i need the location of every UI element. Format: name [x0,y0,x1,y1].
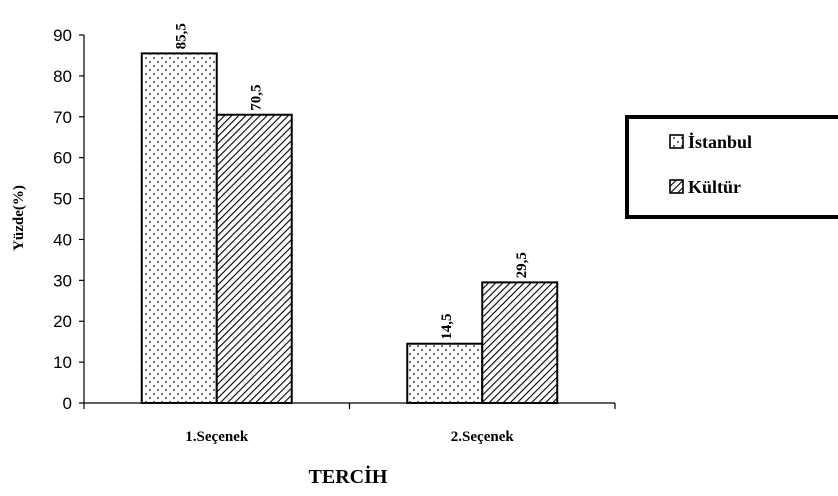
legend-box [625,115,838,219]
x-tick-label: 2.Seçenek [451,429,515,445]
legend: İstanbul Kültür [625,115,838,219]
y-tick-label: 40 [53,230,72,249]
legend-label-kultur: Kültür [688,177,741,197]
bar-i-stanbul-1-secenek [140,52,218,405]
y-tick-label: 0 [63,394,72,413]
y-tick-label: 70 [53,108,72,127]
y-tick-label: 80 [53,67,72,86]
legend-swatch-istanbul [669,134,684,149]
y-axis-title: Yüzde(%) [11,185,27,251]
data-labels: 85,5 70,5 14,5 29,5 [173,23,530,340]
data-label: 70,5 [248,84,264,110]
bar-i-stanbul-2-secenek [406,342,484,405]
x-tick-label: 1.Seçenek [185,429,249,445]
x-axis-title: TERCİH [309,464,388,488]
data-label: 14,5 [439,313,455,339]
y-tick-label: 90 [53,26,72,45]
legend-label-istanbul: İstanbul [688,132,752,152]
axes: 0 10 20 30 40 50 60 70 80 90 1.Seçenek 2.Seçenek [53,26,616,445]
data-label: 29,5 [514,252,530,278]
y-tick-label: 10 [53,353,72,372]
data-label: 85,5 [173,23,189,49]
bar-kultur-2-secenek [481,281,559,404]
y-tick-label: 60 [53,149,72,168]
y-tick-label: 20 [53,312,72,331]
legend-swatch-kultur [669,179,684,194]
bars [140,52,559,405]
y-tick-label: 30 [53,271,72,290]
y-tick-label: 50 [53,190,72,209]
bar-kultur-1-secenek [215,113,293,404]
